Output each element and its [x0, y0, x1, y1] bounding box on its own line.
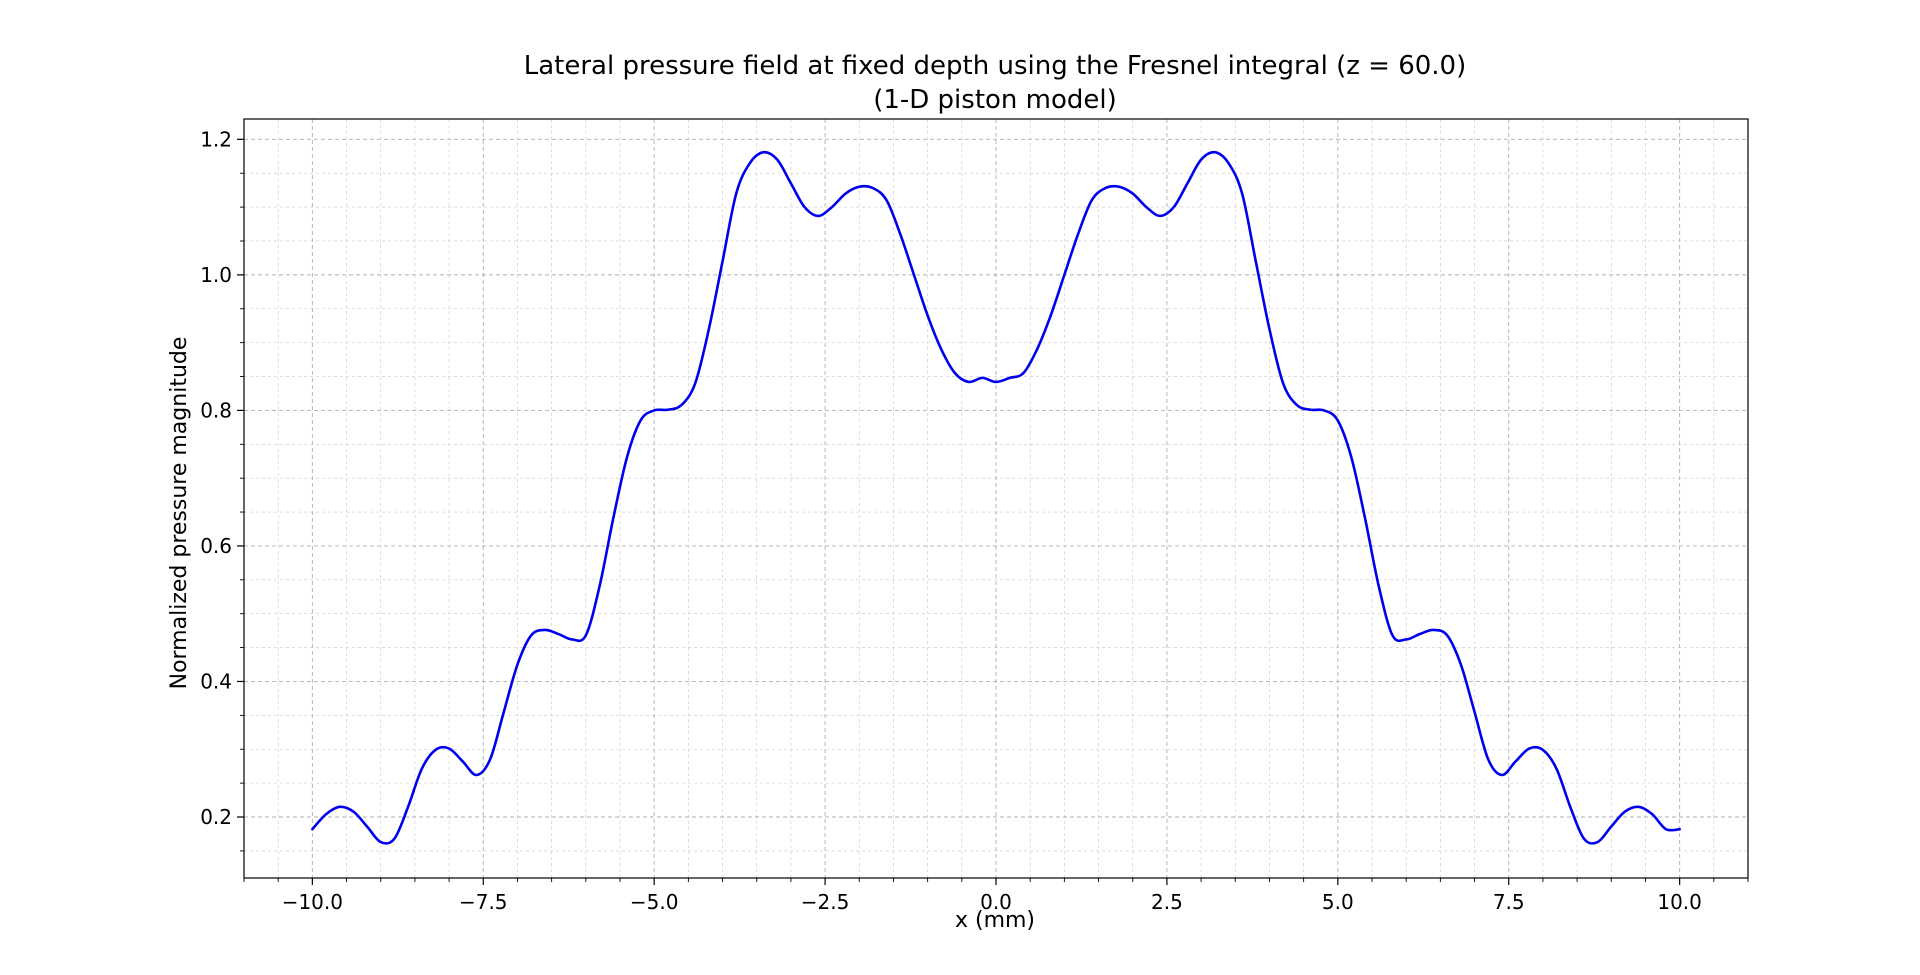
x-tick-label: −5.0: [630, 890, 679, 914]
x-tick-label: −2.5: [801, 890, 850, 914]
x-tick-label: 7.5: [1493, 890, 1525, 914]
y-tick-label: 0.2: [200, 805, 232, 829]
y-tick-label: 0.6: [200, 534, 232, 558]
x-tick-label: 0.0: [980, 890, 1012, 914]
series-layer: [311, 150, 1681, 845]
y-tick-label: 0.8: [200, 398, 232, 422]
y-tick-label: 1.2: [200, 127, 232, 151]
chart-title: Lateral pressure field at fixed depth us…: [524, 51, 1466, 81]
grid: [243, 119, 1749, 878]
x-tick-label: −10.0: [282, 890, 343, 914]
x-axis-label: x (mm): [955, 908, 1035, 933]
x-tick-label: 2.5: [1151, 890, 1183, 914]
x-tick-label: 5.0: [1322, 890, 1354, 914]
ticks: −10.0 −7.5 −5.0 −2.5 0.0 2.5 5.0 7.5 10.0 0.2 0.4 0…: [200, 127, 1749, 914]
chart-subtitle: (1-D piston model): [873, 85, 1117, 115]
y-tick-label: 1.0: [200, 263, 232, 287]
y-tick-label: 0.4: [200, 669, 232, 693]
x-tick-label: 10.0: [1657, 890, 1702, 914]
series-line-0: [311, 150, 1681, 845]
y-axis-label: Normalized pressure magnitude: [167, 337, 192, 690]
x-tick-label: −7.5: [459, 890, 508, 914]
